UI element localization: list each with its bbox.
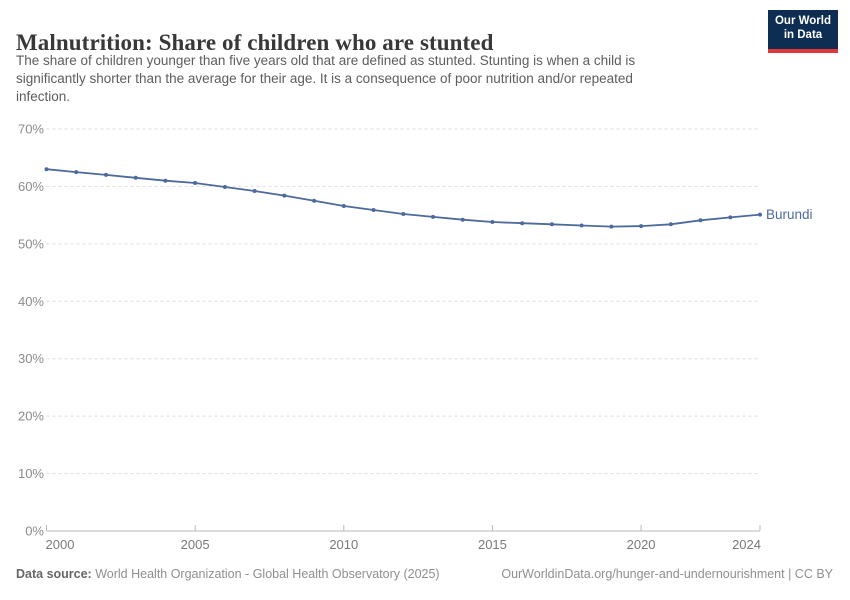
owid-logo-line1: Our World	[774, 15, 831, 27]
subtitle-line: significantly shorter than the average f…	[16, 71, 633, 86]
y-axis-tick-label: 30%	[18, 351, 44, 366]
data-source-value: World Health Organization - Global Healt…	[95, 567, 440, 581]
data-point[interactable]	[728, 215, 733, 220]
series-line-burundi[interactable]	[45, 168, 761, 228]
data-source: Data source: World Health Organization -…	[16, 567, 440, 581]
owid-logo-line2: in Data	[783, 29, 823, 41]
data-point[interactable]	[490, 220, 495, 224]
data-point[interactable]	[758, 212, 762, 217]
page-title: Malnutrition: Share of children who are …	[16, 30, 494, 56]
x-axis-tick-label: 2000	[46, 537, 75, 552]
data-point[interactable]	[371, 208, 376, 212]
footer-credit-link[interactable]: OurWorldinData.org/hunger-and-undernouri…	[501, 567, 833, 581]
data-point[interactable]	[579, 223, 584, 228]
x-axis-tick-label: 2015	[478, 537, 507, 552]
data-point[interactable]	[133, 175, 138, 180]
series-label-burundi[interactable]: Burundi	[766, 207, 813, 222]
data-point[interactable]	[193, 181, 198, 185]
y-axis-tick-label: 60%	[18, 179, 44, 194]
data-point[interactable]	[341, 204, 346, 208]
data-point[interactable]	[44, 167, 49, 172]
subtitle-line: The share of children younger than five …	[16, 53, 636, 68]
subtitle-line: infection.	[16, 89, 71, 104]
y-axis-tick-label: 20%	[18, 409, 44, 424]
chart-subtitle: The share of children younger than five …	[16, 52, 635, 106]
data-point[interactable]	[401, 212, 406, 216]
x-axis-tick-label: 2010	[329, 537, 358, 552]
data-point[interactable]	[282, 193, 287, 198]
data-point[interactable]	[222, 185, 227, 189]
data-point[interactable]	[520, 221, 525, 226]
data-point[interactable]	[668, 222, 673, 227]
y-axis-tick-label: 10%	[18, 466, 44, 481]
y-axis-tick-label: 0%	[25, 524, 44, 539]
data-point[interactable]	[104, 172, 108, 177]
chart-footer: Data source: World Health Organization -…	[16, 567, 833, 581]
data-point[interactable]	[549, 222, 554, 227]
data-point[interactable]	[609, 224, 614, 229]
data-point[interactable]	[431, 214, 435, 219]
data-point[interactable]	[639, 224, 644, 229]
data-point[interactable]	[312, 198, 317, 203]
y-axis-tick-label: 70%	[18, 122, 44, 137]
x-axis-tick-label: 2024	[732, 537, 761, 552]
data-source-label: Data source:	[16, 567, 92, 581]
y-axis-tick-label: 40%	[18, 294, 44, 309]
data-point[interactable]	[698, 218, 703, 223]
x-axis-tick-label: 2005	[181, 537, 210, 552]
data-point[interactable]	[163, 178, 168, 183]
x-axis-tick-label: 2020	[627, 537, 656, 552]
y-axis-tick-label: 50%	[18, 236, 44, 251]
data-point[interactable]	[460, 217, 465, 222]
data-point[interactable]	[74, 170, 79, 175]
data-point[interactable]	[252, 189, 257, 193]
owid-logo[interactable]: Our World in Data	[768, 10, 838, 53]
